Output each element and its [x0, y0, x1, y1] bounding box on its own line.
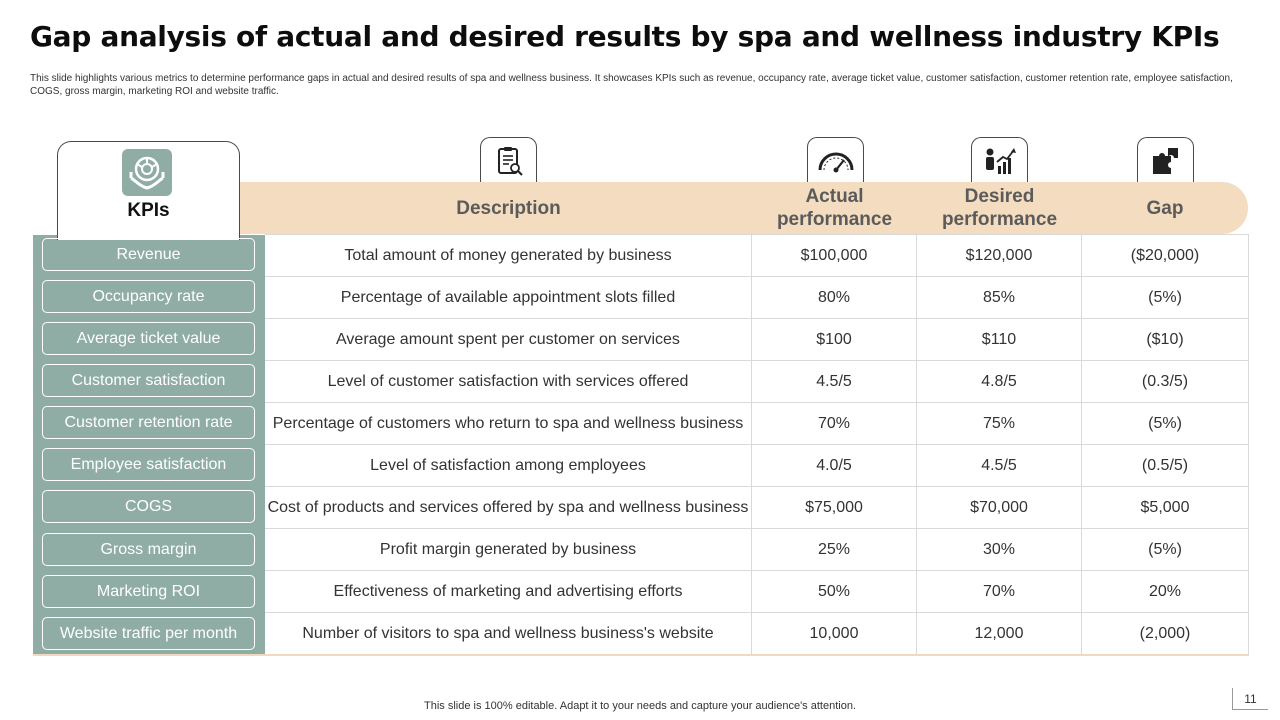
cell-desired: 70%	[917, 571, 1082, 613]
header-desired-performance: Desired performance	[941, 186, 1058, 230]
cell-desired: 4.5/5	[917, 445, 1082, 487]
cell-description: Level of satisfaction among employees	[265, 445, 752, 487]
cell-actual: $100,000	[752, 235, 917, 277]
cell-desired: 75%	[917, 403, 1082, 445]
cell-actual: 50%	[752, 571, 917, 613]
table-row: Percentage of customers who return to sp…	[265, 403, 1249, 445]
cell-description: Average amount spent per customer on ser…	[265, 319, 752, 361]
table-row: Number of visitors to spa and wellness b…	[265, 613, 1249, 655]
cell-gap: $5,000	[1082, 487, 1249, 529]
gap-icon-tab	[1137, 137, 1194, 183]
cell-desired: $70,000	[917, 487, 1082, 529]
actual-icon-tab	[807, 137, 864, 183]
kpi-pill: Gross margin	[42, 533, 255, 566]
growth-chart-person-icon	[985, 147, 1016, 174]
cell-actual: 4.0/5	[752, 445, 917, 487]
table-header-band	[238, 182, 1248, 234]
kpi-column	[33, 235, 265, 655]
table-row: Total amount of money generated by busin…	[265, 235, 1249, 277]
cell-gap: (2,000)	[1082, 613, 1249, 655]
kpi-header-card: KPIs	[57, 141, 240, 240]
cell-description: Profit margin generated by business	[265, 529, 752, 571]
header-gap: Gap	[1146, 197, 1184, 219]
cell-desired: 12,000	[917, 613, 1082, 655]
table-row: Average amount spent per customer on ser…	[265, 319, 1249, 361]
cell-gap: ($20,000)	[1082, 235, 1249, 277]
table-bottom-rule	[33, 654, 1249, 656]
cell-desired: $110	[917, 319, 1082, 361]
cell-gap: (0.5/5)	[1082, 445, 1249, 487]
cell-description: Percentage of available appointment slot…	[265, 277, 752, 319]
cell-desired: $120,000	[917, 235, 1082, 277]
cell-actual: 70%	[752, 403, 917, 445]
cell-description: Percentage of customers who return to sp…	[265, 403, 752, 445]
kpi-badge	[122, 149, 172, 196]
slide-subtitle: This slide highlights various metrics to…	[30, 73, 1233, 97]
table-row: Effectiveness of marketing and advertisi…	[265, 571, 1249, 613]
cell-actual: $75,000	[752, 487, 917, 529]
wellness-lotus-icon	[129, 156, 165, 190]
kpi-pill: COGS	[42, 490, 255, 523]
cell-actual: 10,000	[752, 613, 917, 655]
puzzle-pieces-icon	[1152, 147, 1178, 174]
cell-desired: 85%	[917, 277, 1082, 319]
cell-description: Effectiveness of marketing and advertisi…	[265, 571, 752, 613]
kpi-pill: Employee satisfaction	[42, 448, 255, 481]
slide-footer-note: This slide is 100% editable. Adapt it to…	[424, 700, 856, 712]
cell-description: Number of visitors to spa and wellness b…	[265, 613, 752, 655]
cell-description: Total amount of money generated by busin…	[265, 235, 752, 277]
checklist-clipboard-icon	[497, 146, 523, 176]
slide-title: Gap analysis of actual and desired resul…	[30, 20, 1220, 53]
cell-gap: ($10)	[1082, 319, 1249, 361]
cell-gap: (0.3/5)	[1082, 361, 1249, 403]
cell-description: Cost of products and services offered by…	[265, 487, 752, 529]
kpi-pill: Customer satisfaction	[42, 364, 255, 397]
table-top-rule	[265, 234, 1249, 235]
cell-gap: (5%)	[1082, 403, 1249, 445]
description-icon-tab	[480, 137, 537, 183]
cell-actual: 80%	[752, 277, 917, 319]
cell-description: Level of customer satisfaction with serv…	[265, 361, 752, 403]
table-row: Percentage of available appointment slot…	[265, 277, 1249, 319]
kpi-pill: Marketing ROI	[42, 575, 255, 608]
cell-gap: 20%	[1082, 571, 1249, 613]
page-number: 11	[1232, 688, 1268, 710]
table-row: Level of satisfaction among employees 4.…	[265, 445, 1249, 487]
header-kpis: KPIs	[127, 200, 170, 221]
kpi-pill: Revenue	[42, 238, 255, 271]
desired-icon-tab	[971, 137, 1028, 183]
cell-desired: 30%	[917, 529, 1082, 571]
cell-gap: (5%)	[1082, 529, 1249, 571]
kpi-pill: Customer retention rate	[42, 406, 255, 439]
table-row: Cost of products and services offered by…	[265, 487, 1249, 529]
header-actual-performance: Actual performance	[776, 186, 893, 230]
cell-desired: 4.8/5	[917, 361, 1082, 403]
cell-actual: 4.5/5	[752, 361, 917, 403]
cell-actual: 25%	[752, 529, 917, 571]
table-row: Level of customer satisfaction with serv…	[265, 361, 1249, 403]
speedometer-icon	[818, 152, 853, 172]
cell-gap: (5%)	[1082, 277, 1249, 319]
table-row: Profit margin generated by business 25% …	[265, 529, 1249, 571]
kpi-pill: Average ticket value	[42, 322, 255, 355]
header-description: Description	[456, 197, 561, 219]
kpi-pill: Occupancy rate	[42, 280, 255, 313]
cell-actual: $100	[752, 319, 917, 361]
kpi-pill: Website traffic per month	[42, 617, 255, 650]
